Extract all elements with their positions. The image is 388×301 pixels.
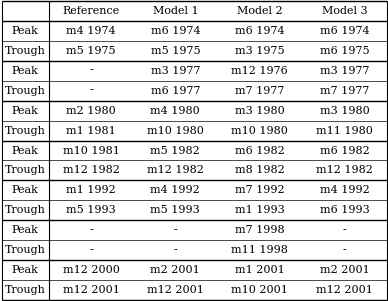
Text: m10 1980: m10 1980 [231, 126, 288, 135]
Text: m6 1974: m6 1974 [320, 26, 369, 36]
Text: Trough: Trough [5, 85, 46, 95]
Text: m2 2001: m2 2001 [320, 265, 369, 275]
Text: -: - [173, 225, 177, 235]
Text: m10 2001: m10 2001 [231, 285, 288, 295]
Text: m6 1977: m6 1977 [151, 85, 200, 95]
Text: m11 1980: m11 1980 [316, 126, 373, 135]
Text: m6 1974: m6 1974 [151, 26, 200, 36]
Text: Trough: Trough [5, 285, 46, 295]
Text: Trough: Trough [5, 166, 46, 175]
Text: m5 1993: m5 1993 [151, 206, 200, 216]
Text: m3 1980: m3 1980 [320, 106, 369, 116]
Text: -: - [89, 245, 93, 256]
Text: m8 1982: m8 1982 [235, 166, 284, 175]
Text: m1 2001: m1 2001 [235, 265, 284, 275]
Text: Model 1: Model 1 [152, 6, 198, 16]
Text: m6 1993: m6 1993 [320, 206, 369, 216]
Text: Peak: Peak [12, 225, 39, 235]
Text: m5 1982: m5 1982 [151, 145, 200, 156]
Text: Model 2: Model 2 [237, 6, 282, 16]
Text: Trough: Trough [5, 126, 46, 135]
Text: m1 1993: m1 1993 [235, 206, 284, 216]
Text: m5 1975: m5 1975 [66, 45, 116, 56]
Text: m7 1998: m7 1998 [235, 225, 284, 235]
Text: Peak: Peak [12, 265, 39, 275]
Text: m3 1977: m3 1977 [320, 66, 369, 76]
Text: Peak: Peak [12, 185, 39, 195]
Text: m7 1977: m7 1977 [320, 85, 369, 95]
Text: m5 1993: m5 1993 [66, 206, 116, 216]
Text: m3 1980: m3 1980 [235, 106, 284, 116]
Text: m1 1981: m1 1981 [66, 126, 116, 135]
Text: m12 2000: m12 2000 [63, 265, 120, 275]
Text: m12 1982: m12 1982 [63, 166, 120, 175]
Text: m6 1982: m6 1982 [320, 145, 369, 156]
Text: m4 1992: m4 1992 [320, 185, 369, 195]
Text: m10 1981: m10 1981 [63, 145, 120, 156]
Text: m3 1977: m3 1977 [151, 66, 200, 76]
Text: m6 1982: m6 1982 [235, 145, 284, 156]
Text: Reference: Reference [62, 6, 120, 16]
Text: Peak: Peak [12, 106, 39, 116]
Text: Trough: Trough [5, 206, 46, 216]
Text: m4 1992: m4 1992 [151, 185, 200, 195]
Text: -: - [89, 85, 93, 95]
Text: -: - [89, 66, 93, 76]
Text: Trough: Trough [5, 245, 46, 256]
Text: Trough: Trough [5, 45, 46, 56]
Text: m3 1975: m3 1975 [235, 45, 284, 56]
Text: m12 2001: m12 2001 [63, 285, 120, 295]
Text: m12 2001: m12 2001 [316, 285, 373, 295]
Text: m7 1977: m7 1977 [235, 85, 284, 95]
Text: m12 1982: m12 1982 [147, 166, 204, 175]
Text: m6 1974: m6 1974 [235, 26, 284, 36]
Text: m11 1998: m11 1998 [231, 245, 288, 256]
Text: -: - [343, 245, 346, 256]
Text: m1 1992: m1 1992 [66, 185, 116, 195]
Text: m2 2001: m2 2001 [151, 265, 200, 275]
Text: -: - [89, 225, 93, 235]
Text: Model 3: Model 3 [322, 6, 367, 16]
Text: -: - [173, 245, 177, 256]
Text: m12 1976: m12 1976 [231, 66, 288, 76]
Text: -: - [343, 225, 346, 235]
Text: Peak: Peak [12, 26, 39, 36]
Text: m12 2001: m12 2001 [147, 285, 204, 295]
Text: m5 1975: m5 1975 [151, 45, 200, 56]
Text: m7 1992: m7 1992 [235, 185, 284, 195]
Text: m10 1980: m10 1980 [147, 126, 204, 135]
Text: m6 1975: m6 1975 [320, 45, 369, 56]
Text: m2 1980: m2 1980 [66, 106, 116, 116]
Text: m12 1982: m12 1982 [316, 166, 373, 175]
Text: Peak: Peak [12, 145, 39, 156]
Text: m4 1980: m4 1980 [151, 106, 200, 116]
Text: Peak: Peak [12, 66, 39, 76]
Text: m4 1974: m4 1974 [66, 26, 116, 36]
